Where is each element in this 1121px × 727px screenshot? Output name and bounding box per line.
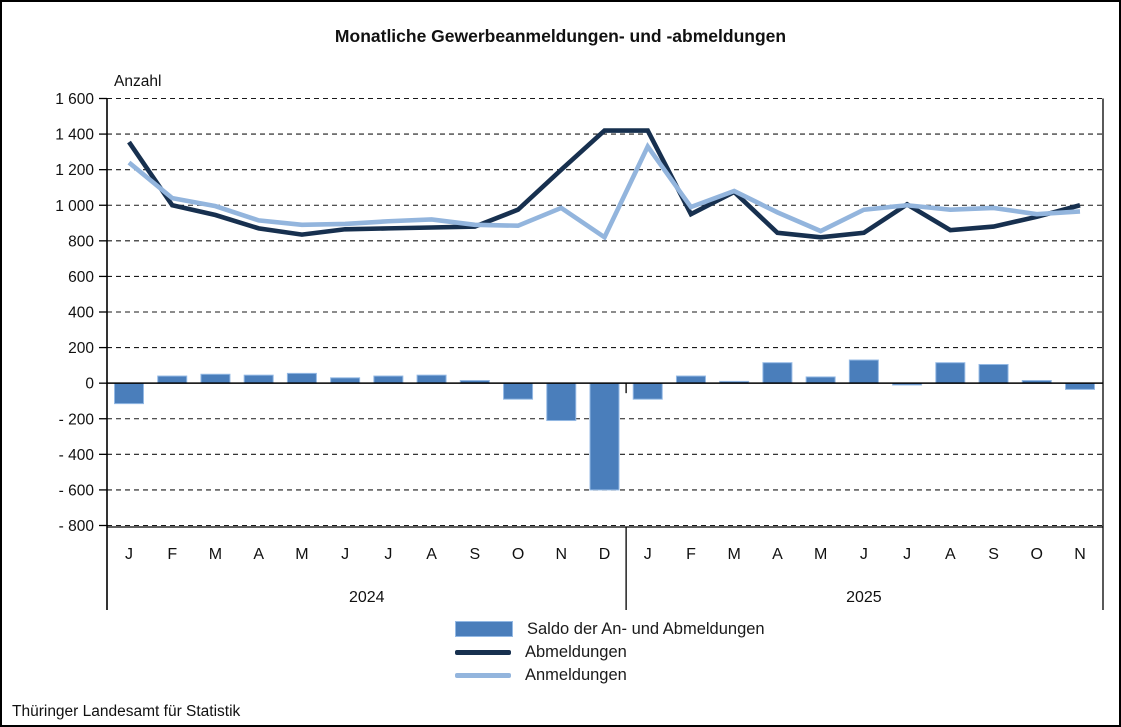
x-axis-month-label: J xyxy=(860,546,868,563)
abmeldungen-swatch-icon xyxy=(455,649,511,655)
saldo-bar xyxy=(762,362,793,384)
y-axis-tick-label: 1 000 xyxy=(55,198,94,215)
legend-item-saldo: Saldo der An- und Abmeldungen xyxy=(455,620,765,638)
legend: Saldo der An- und Abmeldungen Abmeldunge… xyxy=(455,620,765,684)
legend-label-abmeldungen: Abmeldungen xyxy=(525,642,627,661)
saldo-swatch-icon xyxy=(455,621,513,637)
saldo-bar xyxy=(286,372,317,384)
y-axis-tick-label: - 600 xyxy=(59,482,95,499)
saldo-bar xyxy=(589,382,620,491)
y-axis-tick-label: 1 600 xyxy=(55,91,94,108)
x-axis-month-label: O xyxy=(1031,546,1043,563)
saldo-bar xyxy=(978,363,1009,384)
abmeldungen-line xyxy=(127,128,1081,240)
saldo-bar xyxy=(546,382,577,422)
anmeldungen-line xyxy=(127,142,1081,241)
x-axis-month-label: F xyxy=(167,546,177,563)
legend-item-abmeldungen: Abmeldungen xyxy=(455,643,765,661)
x-axis-month-label: N xyxy=(1074,546,1086,563)
saldo-bar xyxy=(243,374,274,384)
saldo-bar xyxy=(935,362,966,384)
saldo-bar xyxy=(632,382,663,400)
saldo-bar xyxy=(157,375,188,384)
y-axis-unit-label: Anzahl xyxy=(114,73,162,90)
y-axis-tick-label: 600 xyxy=(68,269,94,286)
x-axis-month-label: S xyxy=(469,546,480,563)
y-axis-tick-label: 800 xyxy=(68,233,94,250)
x-axis-month-label: M xyxy=(295,546,308,563)
source-attribution: Thüringer Landesamt für Statistik xyxy=(12,703,241,720)
saldo-bar xyxy=(373,375,404,384)
legend-label-anmeldungen: Anmeldungen xyxy=(525,665,627,684)
saldo-bar xyxy=(675,375,706,384)
saldo-bar xyxy=(848,359,879,384)
y-axis-tick-label: 400 xyxy=(68,305,94,322)
x-axis-month-label: N xyxy=(555,546,567,563)
saldo-bar xyxy=(416,374,447,384)
anmeldungen-swatch-icon xyxy=(455,672,511,678)
x-axis-month-label: A xyxy=(772,546,783,563)
x-axis-month-label: S xyxy=(988,546,999,563)
chart-canvas: 1 600 1 400 1 200 1 000 800 600 400 200 0 - 200 - … xyxy=(55,91,1104,610)
x-axis-month-label: A xyxy=(253,546,264,563)
x-axis-month-label: O xyxy=(512,546,524,563)
x-axis-month-label: M xyxy=(209,546,222,563)
chart-title: Monatliche Gewerbeanmeldungen- und -abme… xyxy=(334,26,787,46)
x-axis-month-label: J xyxy=(903,546,911,563)
x-axis-month-label: J xyxy=(644,546,652,563)
saldo-bar xyxy=(1065,382,1095,390)
y-axis-tick-label: - 800 xyxy=(59,518,95,535)
x-axis-month-label: J xyxy=(341,546,349,563)
y-axis-tick-label: - 200 xyxy=(59,411,95,428)
x-axis-month-label: A xyxy=(945,546,956,563)
legend-item-anmeldungen: Anmeldungen xyxy=(455,666,765,684)
y-axis-tick-label: 1 400 xyxy=(55,127,94,144)
year-label: 2025 xyxy=(846,589,882,606)
saldo-bar xyxy=(200,373,231,384)
x-axis-month-label: F xyxy=(686,546,696,563)
legend-label-saldo: Saldo der An- und Abmeldungen xyxy=(527,619,765,638)
saldo-bar xyxy=(805,376,836,384)
saldo-bar xyxy=(330,377,361,384)
x-axis-month-label: M xyxy=(728,546,741,563)
x-axis-month-label: D xyxy=(599,546,611,563)
x-axis-month-label: M xyxy=(814,546,827,563)
x-axis-month-label: J xyxy=(125,546,133,563)
y-axis-tick-label: 0 xyxy=(85,376,94,393)
year-label: 2024 xyxy=(349,589,385,606)
y-axis-tick-label: 200 xyxy=(68,340,94,357)
y-axis-tick-label: - 400 xyxy=(59,447,95,464)
y-axis-tick-label: 1 200 xyxy=(55,162,94,179)
x-axis-month-label: J xyxy=(384,546,392,563)
saldo-bar xyxy=(114,382,144,405)
saldo-bar xyxy=(503,382,534,400)
x-axis-month-label: A xyxy=(426,546,437,563)
